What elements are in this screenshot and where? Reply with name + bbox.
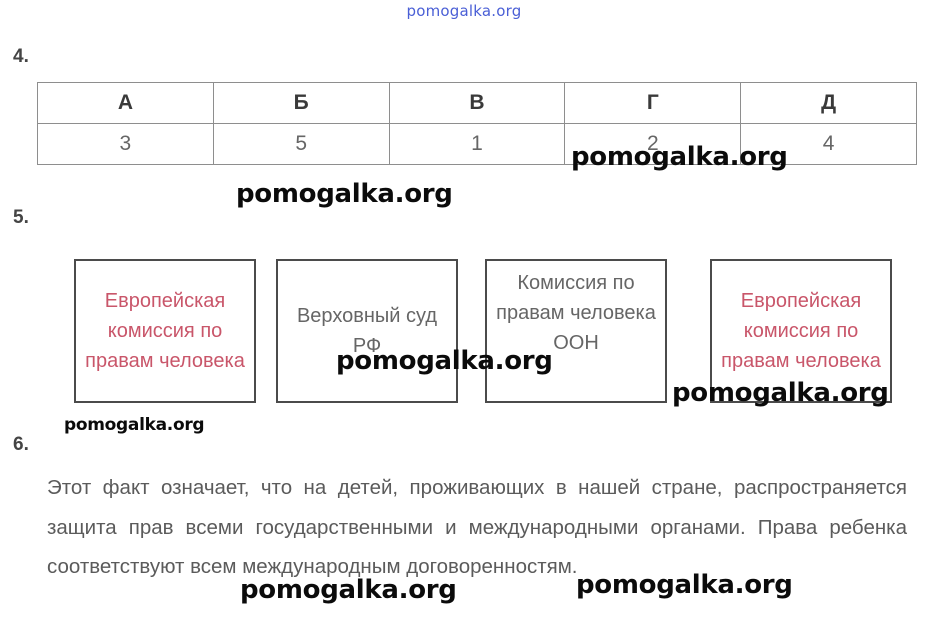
- question-5-number: 5.: [13, 207, 29, 228]
- question-4-number: 4.: [13, 46, 29, 67]
- table-header-cell: В: [388, 82, 566, 124]
- watermark: pomogalka.org: [236, 179, 453, 209]
- watermark: pomogalka.org: [336, 346, 553, 376]
- table-value-cell: 5: [212, 123, 390, 165]
- answer-paragraph: Этот факт означает, что на детей, прожив…: [47, 476, 907, 578]
- table-value-cell: 2: [564, 123, 742, 165]
- watermark: pomogalka.org: [64, 415, 205, 435]
- organ-box-un-commission: Комиссия по правам человека ООН: [485, 259, 667, 403]
- watermark: pomogalka.org: [672, 378, 889, 408]
- organ-box-supreme-court: Верховный суд РФ: [276, 259, 458, 403]
- table-value-cell: 3: [37, 123, 214, 165]
- table-header-cell: А: [37, 82, 214, 124]
- table-value-cell: 4: [740, 123, 917, 165]
- table-header-cell: Б: [212, 82, 390, 124]
- table-value-cell: 1: [388, 123, 566, 165]
- answer-table: А Б В Г Д 3 5 1 2 4: [37, 82, 917, 165]
- site-header-link[interactable]: pomogalka.org: [406, 2, 522, 20]
- watermark: pomogalka.org: [571, 142, 788, 172]
- organ-box-european-commission: Европейская комиссия по правам человека: [74, 259, 256, 403]
- watermark: pomogalka.org: [576, 570, 793, 600]
- question-6-number: 6.: [13, 434, 29, 455]
- answer-table-header-row: А Б В Г Д: [37, 82, 917, 124]
- table-header-cell: Г: [564, 82, 742, 124]
- table-header-cell: Д: [740, 82, 917, 124]
- answer-table-value-row: 3 5 1 2 4: [37, 123, 917, 165]
- organ-box-european-commission-2: Европейская комиссия по правам человека: [710, 259, 892, 403]
- watermark: pomogalka.org: [240, 575, 457, 605]
